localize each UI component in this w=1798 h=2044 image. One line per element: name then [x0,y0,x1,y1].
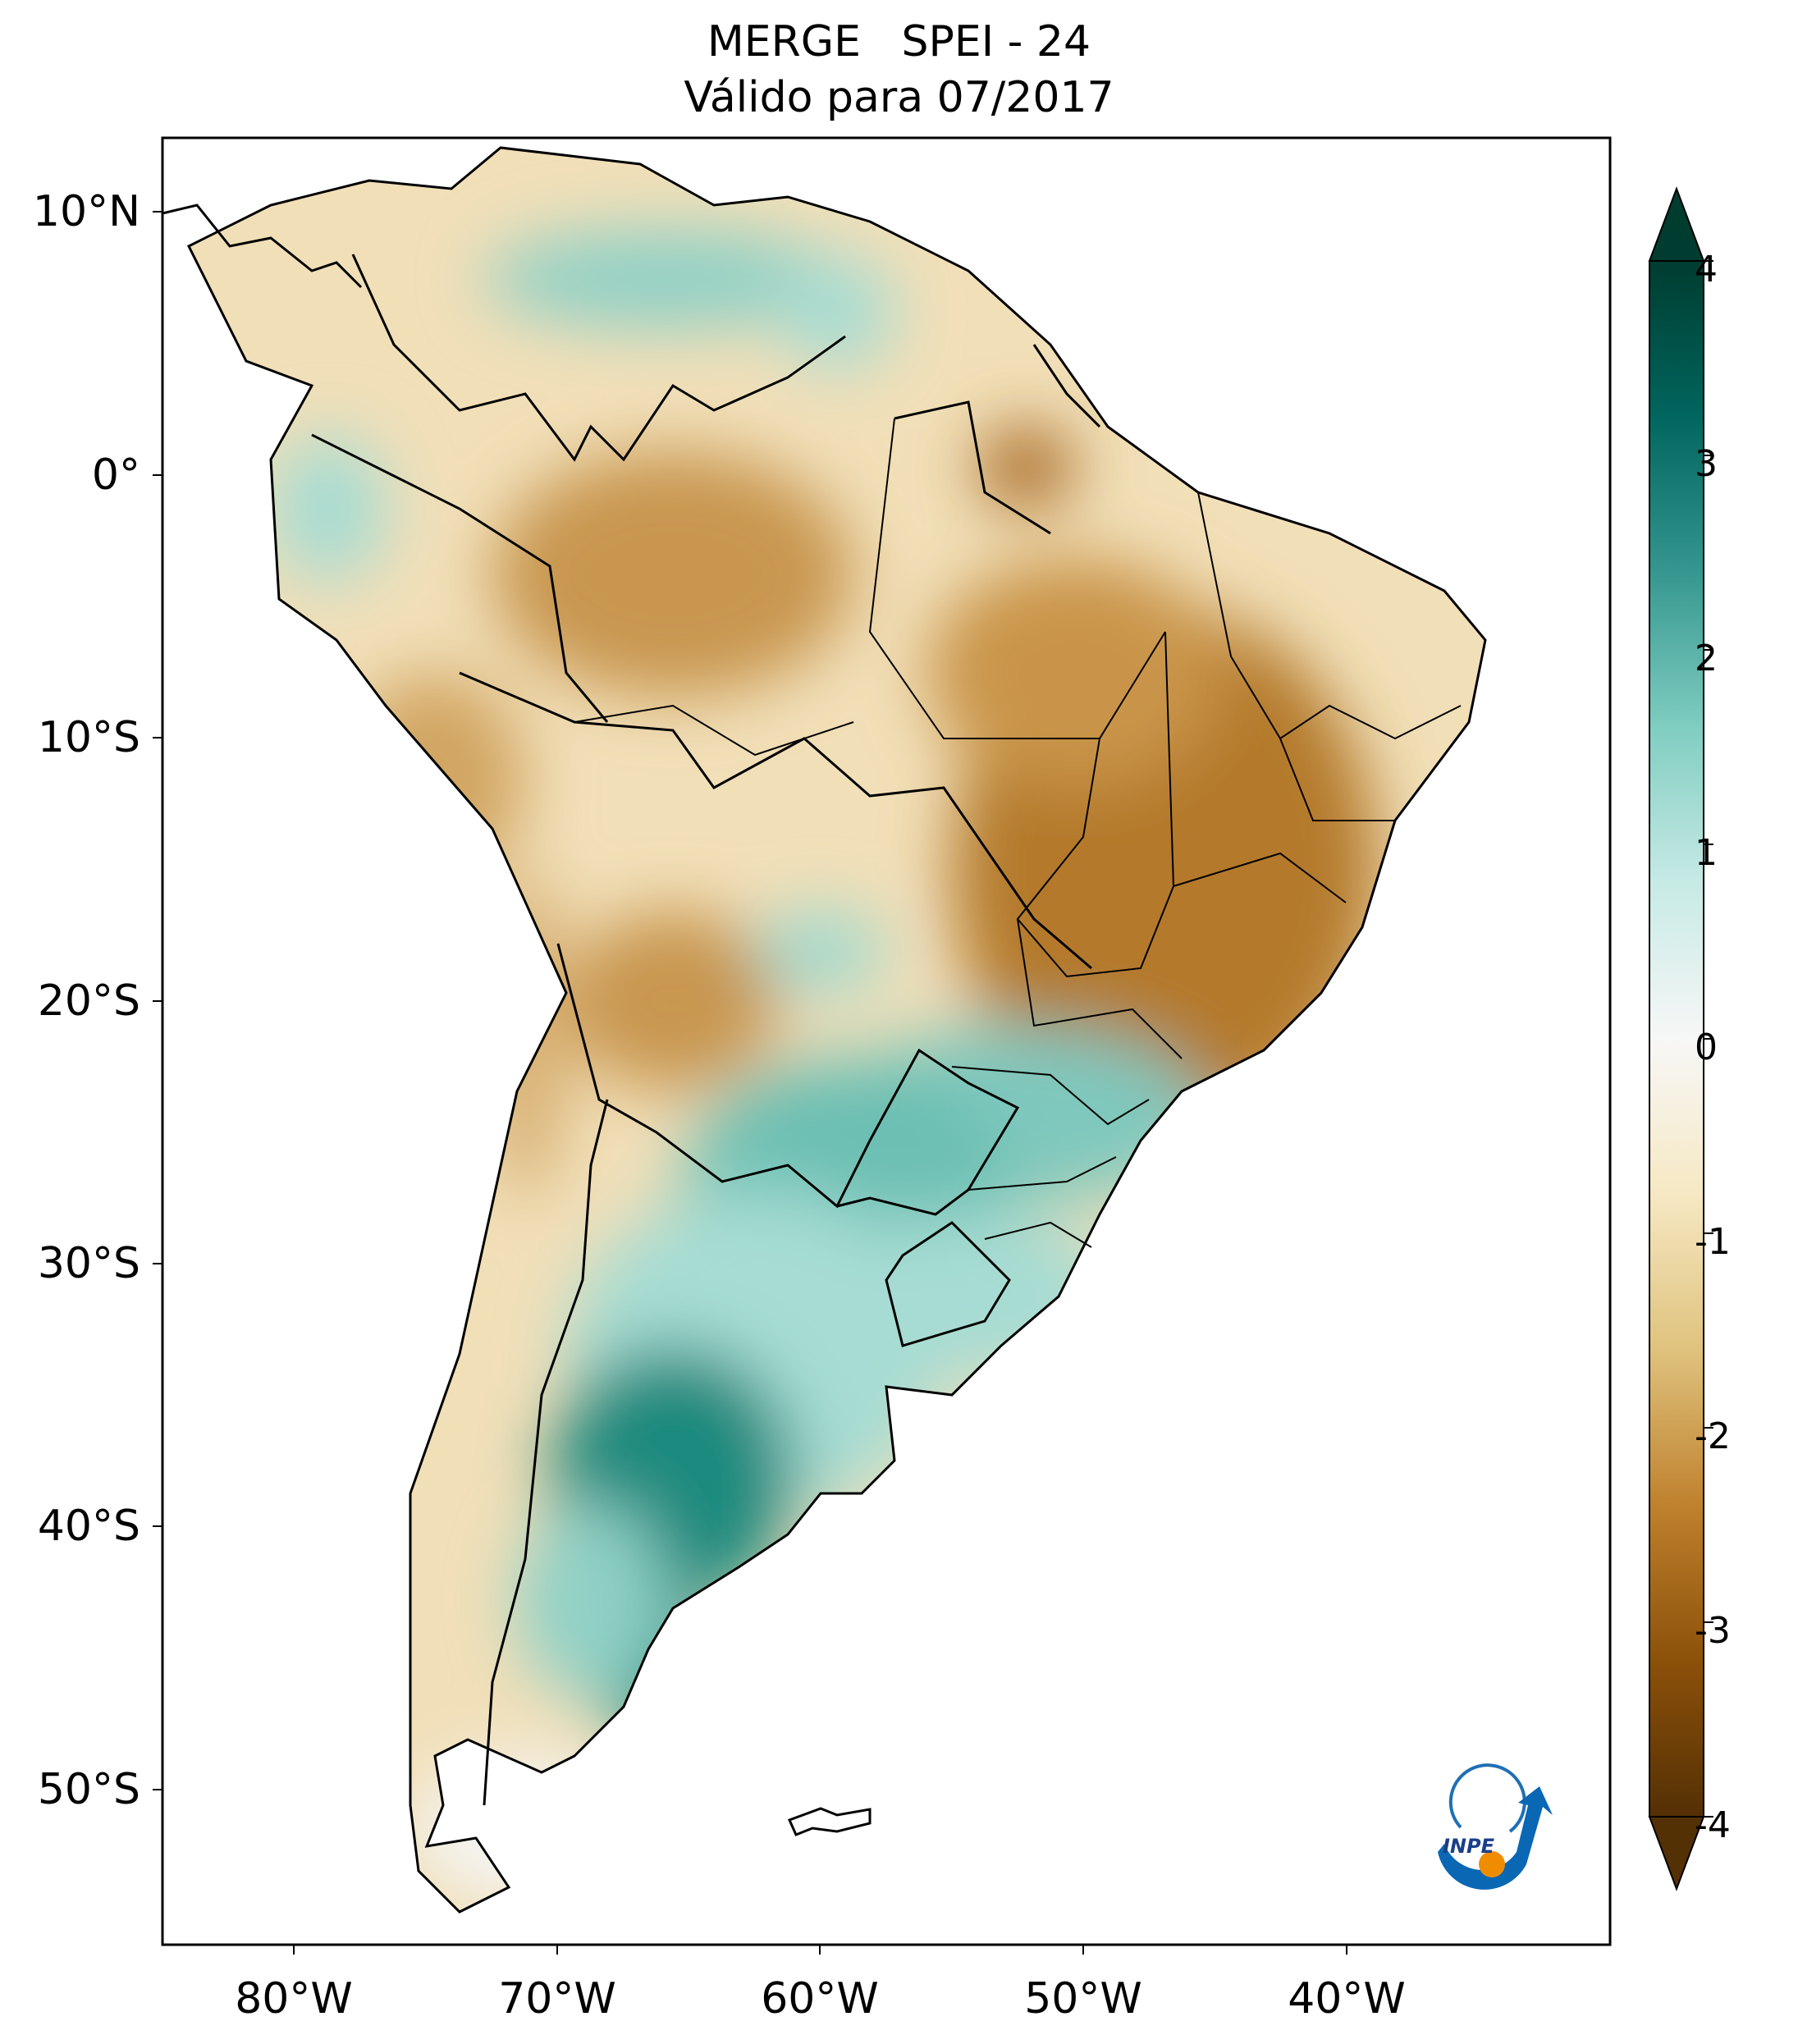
lat-tick-30S: 30°S [37,1239,140,1288]
state-borders [574,418,1462,1248]
coastline [186,146,1487,1914]
colorbar-tick-0: 0 [1695,1027,1718,1068]
colorbar-min-extend [1648,1816,1705,1891]
colorbar-tick-3: 3 [1695,443,1718,485]
lon-tick-50W: 50°W [1024,1974,1142,2023]
colorbar-tick-minus3: -3 [1695,1610,1731,1652]
colorbar-tick-2: 2 [1695,638,1718,679]
map-title-line2: Válido para 07/2017 [684,73,1114,122]
axis-ticks [153,211,1713,1955]
lat-tick-10S: 10°S [37,713,140,762]
lon-tick-60W: 60°W [761,1974,879,2023]
inpe-logo [1438,1763,1553,1890]
lat-tick-10N: 10°N [32,187,140,236]
colorbar-tick-4: 4 [1695,249,1718,290]
lon-tick-80W: 80°W [235,1974,353,2023]
colorbar-tick-minus1: -1 [1695,1221,1731,1263]
map-title-line1: MERGE SPEI - 24 [707,17,1091,66]
wet-north [484,230,845,328]
lat-tick-20S: 20°S [37,976,140,1026]
lon-tick-70W: 70°W [498,1974,616,2023]
inpe-logo-text: INPE [1443,1835,1494,1858]
colorbar-bar [1649,260,1704,1818]
lon-tick-40W: 40°W [1288,1974,1406,2023]
colorbar-tick-1: 1 [1695,832,1718,874]
colorbar [1648,186,1705,1891]
falkland-islands [787,1807,872,1836]
colorbar-tick-minus4: -4 [1695,1804,1731,1846]
central-america-coast [162,203,363,289]
lat-tick-50S: 50°S [37,1765,140,1814]
lat-tick-0: 0° [91,450,140,500]
lat-tick-40S: 40°S [37,1502,140,1551]
colorbar-tick-minus2: -2 [1695,1415,1731,1457]
